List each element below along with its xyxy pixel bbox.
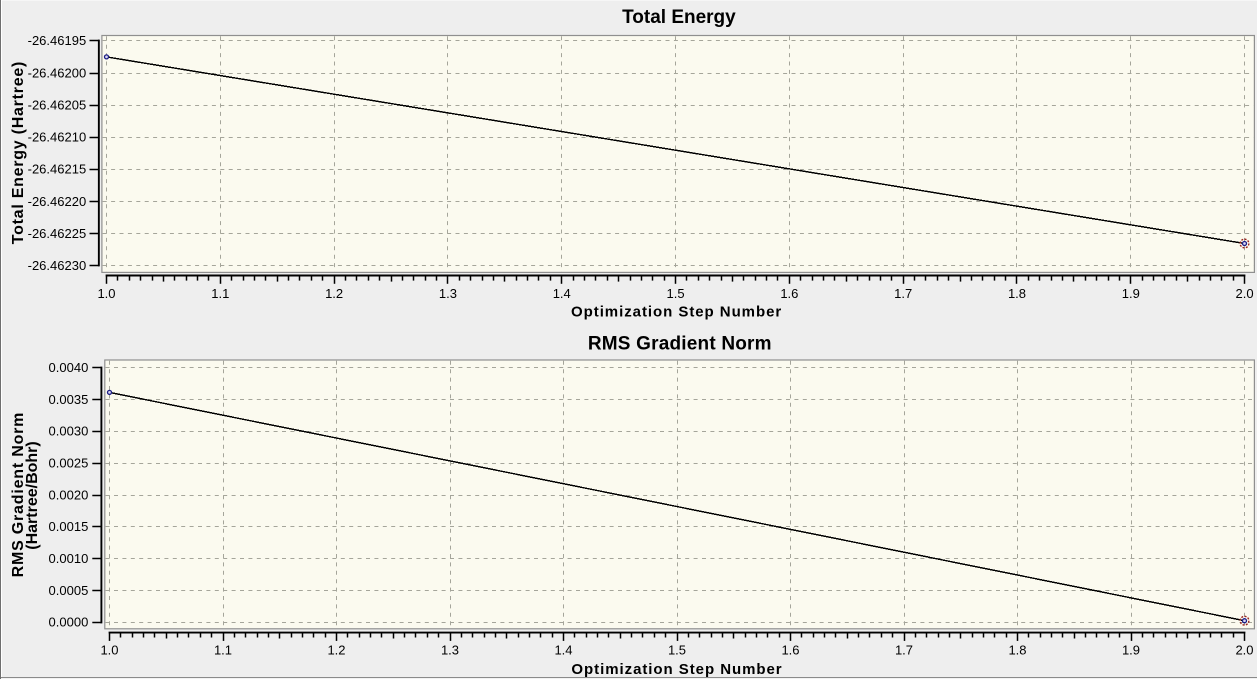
svg-text:1.9: 1.9 <box>1122 642 1140 657</box>
svg-text:(Hartree/Bohr): (Hartree/Bohr) <box>24 441 41 549</box>
svg-text:0.0025: 0.0025 <box>49 456 89 471</box>
svg-text:1.3: 1.3 <box>439 286 457 301</box>
svg-text:0.0035: 0.0035 <box>49 392 89 407</box>
svg-text:Total Energy: Total Energy <box>622 7 736 28</box>
svg-text:-26.46195: -26.46195 <box>28 33 87 48</box>
svg-text:0.0020: 0.0020 <box>49 487 89 502</box>
svg-text:0.0005: 0.0005 <box>49 583 89 598</box>
svg-text:1.0: 1.0 <box>97 286 115 301</box>
svg-text:1.2: 1.2 <box>327 642 345 657</box>
svg-text:0.0015: 0.0015 <box>49 519 89 534</box>
svg-text:1.7: 1.7 <box>894 286 912 301</box>
svg-text:RMS Gradient Norm: RMS Gradient Norm <box>10 412 27 578</box>
svg-text:0.0040: 0.0040 <box>49 360 89 375</box>
svg-text:-26.46230: -26.46230 <box>28 258 87 273</box>
svg-text:-26.46220: -26.46220 <box>28 194 87 209</box>
svg-text:-26.46210: -26.46210 <box>28 130 87 145</box>
svg-text:1.7: 1.7 <box>895 642 913 657</box>
svg-text:1.0: 1.0 <box>100 642 118 657</box>
svg-text:RMS Gradient Norm: RMS Gradient Norm <box>588 333 772 354</box>
svg-text:-26.46225: -26.46225 <box>28 226 87 241</box>
svg-text:Optimization Step Number: Optimization Step Number <box>571 661 782 678</box>
svg-text:Optimization Step Number: Optimization Step Number <box>571 304 782 321</box>
svg-text:0.0000: 0.0000 <box>49 615 89 630</box>
svg-text:1.5: 1.5 <box>668 642 686 657</box>
svg-text:Total Energy (Hartree): Total Energy (Hartree) <box>10 61 27 244</box>
svg-text:1.9: 1.9 <box>1122 286 1140 301</box>
svg-text:0.0010: 0.0010 <box>49 551 89 566</box>
svg-text:-26.46215: -26.46215 <box>28 162 87 177</box>
svg-text:0.0030: 0.0030 <box>49 424 89 439</box>
svg-text:1.8: 1.8 <box>1008 286 1026 301</box>
svg-text:1.4: 1.4 <box>554 642 572 657</box>
svg-text:1.8: 1.8 <box>1008 642 1026 657</box>
svg-text:1.4: 1.4 <box>553 286 571 301</box>
svg-text:1.3: 1.3 <box>441 642 459 657</box>
svg-text:2.0: 2.0 <box>1235 642 1253 657</box>
svg-text:1.1: 1.1 <box>211 286 229 301</box>
svg-text:1.6: 1.6 <box>780 286 798 301</box>
svg-text:1.2: 1.2 <box>325 286 343 301</box>
svg-text:-26.46200: -26.46200 <box>28 65 87 80</box>
svg-text:1.6: 1.6 <box>781 642 799 657</box>
svg-text:-26.46205: -26.46205 <box>28 97 87 112</box>
svg-text:1.5: 1.5 <box>667 286 685 301</box>
svg-text:2.0: 2.0 <box>1236 286 1254 301</box>
svg-text:1.1: 1.1 <box>214 642 232 657</box>
